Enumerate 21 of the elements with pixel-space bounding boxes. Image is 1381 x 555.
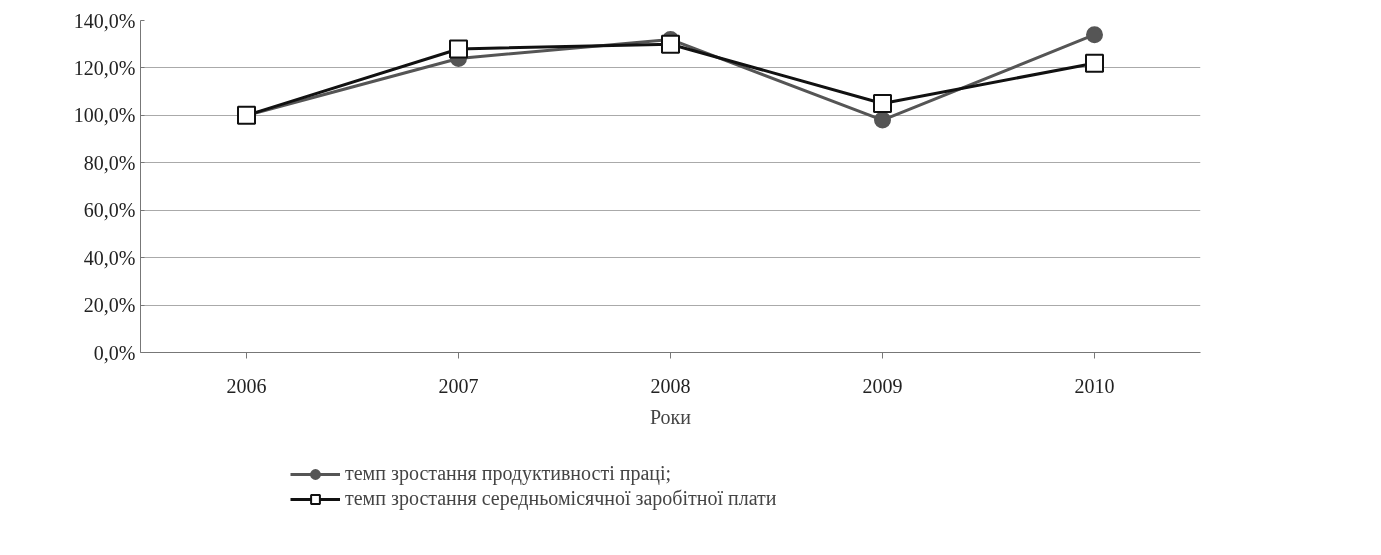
- y-tick-label: 20,0%: [83, 294, 136, 317]
- y-tick-label: 140,0%: [73, 9, 136, 32]
- x-tick-label: 2010: [1074, 374, 1115, 397]
- point: [1085, 53, 1104, 73]
- point: [1086, 26, 1103, 44]
- point: [874, 111, 891, 129]
- y-tick-label: 0,0%: [93, 341, 136, 364]
- legend-label: темп зростання середньомісячної заробітної плати: [345, 487, 777, 510]
- point: [449, 39, 468, 59]
- y-tick-label: 40,0%: [83, 246, 136, 269]
- x-tick-label: 2007: [438, 374, 479, 397]
- point: [661, 34, 680, 54]
- y-tick-label: 100,0%: [73, 104, 136, 127]
- y-tick-label: 80,0%: [83, 151, 136, 174]
- legend-label: темп зростання продуктивності праці;: [345, 462, 672, 485]
- x-axis-title: Роки: [649, 405, 692, 428]
- x-tick-label: 2009: [862, 374, 903, 397]
- x-tick-label: 2006: [226, 374, 267, 397]
- y-tick-label: 60,0%: [83, 199, 136, 222]
- x-tick-label: 2008: [650, 374, 691, 397]
- y-tick-label: 120,0%: [73, 56, 136, 79]
